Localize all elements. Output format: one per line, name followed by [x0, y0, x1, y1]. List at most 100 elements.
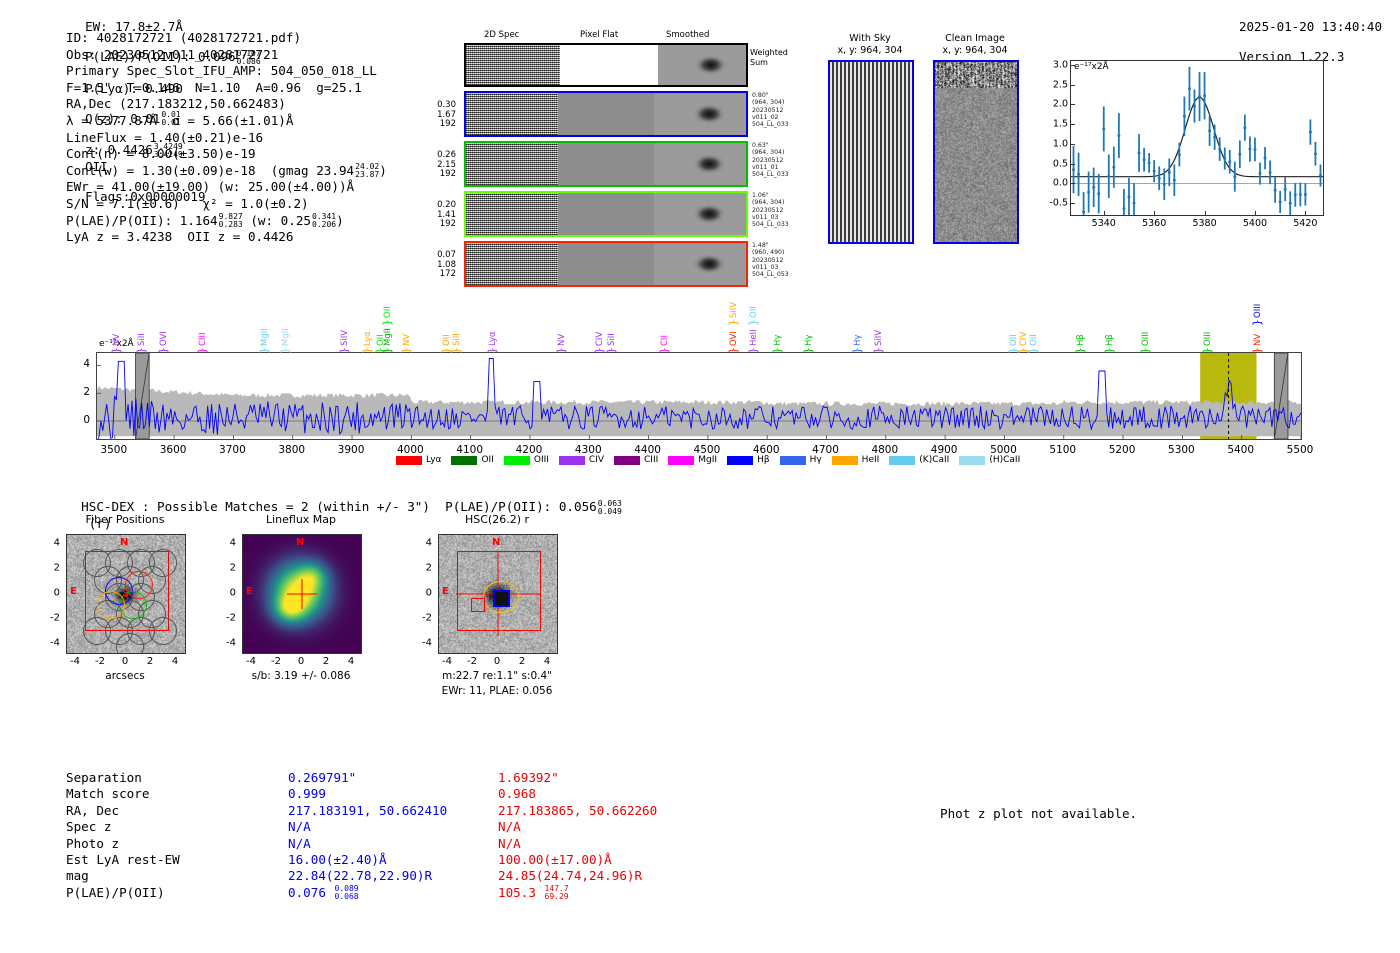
cutout-caption-2: m:22.7 re:1.1" s:0.4" — [398, 670, 596, 682]
legend-item: (K)CaII — [889, 455, 949, 465]
spectrum-x-tick: 3800 — [278, 444, 305, 456]
data-point — [1228, 160, 1231, 163]
noise-envelope — [97, 386, 1301, 437]
line-id-label: OII — [442, 308, 452, 346]
fiber-aperture-highlight-3 — [97, 591, 125, 619]
crosshair-v — [302, 579, 303, 609]
line-id-label: OII — [383, 280, 393, 318]
emission-line-svg — [1071, 61, 1323, 215]
emission-line-y-tick: 1.0 — [1053, 138, 1068, 149]
cutout-panel-2 — [438, 534, 558, 654]
fov-box — [85, 551, 169, 631]
panel-title-smoothed: Smoothed — [666, 30, 709, 40]
info-ewr: EWr = 41.00(±19.00) (w: 25.00(±4.00))Å — [66, 179, 387, 196]
fiber-left-value: 192 — [418, 170, 456, 180]
line-id-label: NV — [557, 308, 567, 346]
legend-label: Hγ — [810, 455, 822, 465]
fiber-aperture-highlight-2 — [119, 591, 147, 619]
match-table-label: Spec z — [66, 819, 180, 835]
spectrum-x-tick: 5100 — [1049, 444, 1076, 456]
cutout-x-tick: -2 — [95, 656, 105, 667]
line-id-label: Lyα — [363, 308, 373, 346]
legend-label: OII — [481, 455, 493, 465]
target-marker — [124, 593, 128, 597]
y-tick-mark — [1071, 85, 1075, 86]
fiber-pixelflat — [558, 143, 654, 185]
data-point — [1233, 175, 1236, 178]
data-point — [1082, 210, 1085, 213]
cutout-y-tick: -4 — [50, 638, 60, 649]
weighted-sum-strip — [464, 43, 748, 87]
ws-smoothed — [658, 45, 746, 85]
line-id-label: OVI — [159, 308, 169, 346]
line-id-label: Hβ — [1076, 308, 1086, 346]
cutout-x-tick: -2 — [467, 656, 477, 667]
line-id-brace: { — [1028, 347, 1041, 354]
line-id-label: CIV — [1019, 308, 1029, 346]
cutout-y-tick: 4 — [230, 538, 236, 549]
line-id-label: SiIV — [874, 308, 884, 346]
hsc-dex-line: HSC-DEX : Possible Matches = 2 (within +… — [81, 499, 597, 514]
line-id-label: Hγ — [804, 308, 814, 346]
cutout-y-tick: 2 — [230, 563, 236, 574]
cutout-caption2-2: EWr: 11, PLAE: 0.056 — [398, 685, 596, 697]
data-point — [1243, 126, 1246, 129]
cutout-y-tick: -2 — [422, 613, 432, 624]
data-point — [1274, 189, 1277, 192]
data-point — [1102, 127, 1105, 130]
emission-line-plot: e⁻¹⁷x2Å -0.5 0.0 0.5 1.0 1.5 2.0 2.5 3.0 5340 536… — [1034, 52, 1330, 242]
plae-lo: 69.29 — [545, 893, 569, 901]
info-cont-n: Cont(n) = 8.00(±3.50)e-19 — [66, 146, 387, 163]
sky-image-canvas-2 — [439, 535, 557, 653]
legend-swatch — [614, 456, 640, 465]
emission-line-axes: e⁻¹⁷x2Å -0.5 0.0 0.5 1.0 1.5 2.0 2.5 3.0 5340 536… — [1070, 60, 1324, 216]
line-id-brace: { — [158, 347, 171, 354]
cutout-x-tick: -4 — [442, 656, 452, 667]
fiber-strip-list: 0.30 1.67 192 0.80" (964, 304) 20230512 v01… — [464, 91, 748, 291]
lineflux-map-canvas — [243, 535, 361, 653]
fiber-aperture — [116, 566, 144, 594]
data-point — [1284, 188, 1287, 191]
data-point — [1203, 94, 1206, 97]
match-value-plae: 105.3 147.7 69.29 — [498, 885, 657, 902]
line-id-label: OII — [1009, 308, 1019, 346]
data-point — [1112, 166, 1115, 169]
line-id-brace: { — [401, 347, 414, 354]
fiber-strip-row: 0.20 1.41 192 1.06" (964, 304) 20230512 v01… — [464, 191, 748, 239]
line-id-label: HeII — [749, 308, 759, 346]
cutout-caption-0: arcsecs — [26, 670, 224, 682]
line-id-brace: { — [1074, 347, 1087, 354]
cutout-y-tick: -2 — [226, 613, 236, 624]
cutout-x-tick: 0 — [298, 656, 304, 667]
legend-label: (H)CaII — [989, 455, 1020, 465]
match-value-est_lya_rest_ew: 16.00(±2.40)Å — [288, 852, 447, 868]
legend-label: (K)CaII — [919, 455, 949, 465]
ws-pixelflat — [560, 45, 658, 85]
x-tick-mark — [1154, 211, 1155, 215]
sky-image-canvas-0 — [67, 535, 185, 653]
cutout-x-tick: 0 — [494, 656, 500, 667]
match-value-spec_z: N/A — [288, 819, 447, 835]
clean-image-title: Clean Image — [925, 33, 1025, 44]
fiber-aperture — [105, 549, 133, 577]
fiber-left-values: 0.26 2.15 192 — [418, 151, 456, 180]
compass-east-1: E — [246, 586, 253, 597]
source-info-block: ID: 4028172721 (4028172721.pdf) Obs: 202… — [66, 30, 387, 246]
y-tick-mark — [1071, 124, 1075, 125]
line-id-brace: { — [110, 347, 123, 354]
fiber-aperture — [94, 600, 122, 628]
y-tick-mark — [1071, 65, 1075, 66]
data-point — [1107, 175, 1110, 178]
legend-item: Hγ — [780, 455, 822, 465]
fiber-2dspec — [466, 193, 558, 235]
line-id-label: SiIV — [340, 308, 350, 346]
fiber-meta-label: 0.63" (964, 304) 20230512 v011_01 504_LL… — [752, 142, 789, 178]
data-point — [1223, 157, 1226, 160]
legend-item: Hβ — [727, 455, 770, 465]
match-value-photo_z: N/A — [498, 836, 657, 852]
fiber-aperture — [105, 617, 133, 645]
legend-swatch — [727, 456, 753, 465]
line-id-label: Hγ — [773, 308, 783, 346]
match-value-match_score: 0.999 — [288, 786, 447, 802]
line-id-brace: { — [450, 347, 463, 354]
